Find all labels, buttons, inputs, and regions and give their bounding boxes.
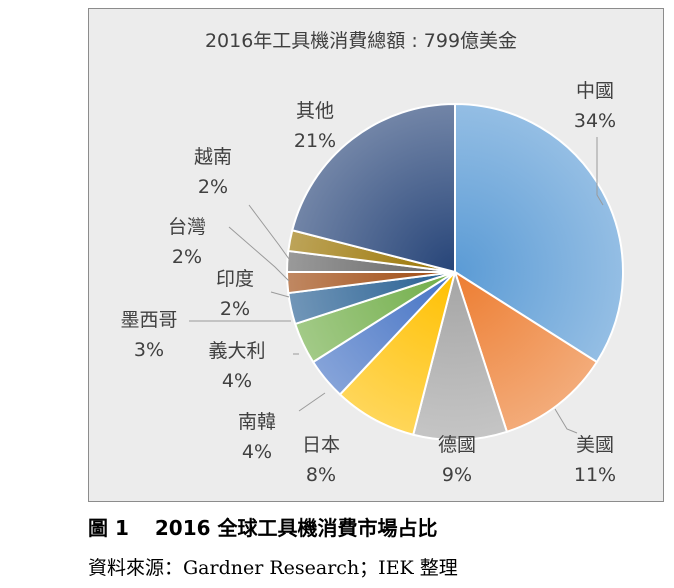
slice-value-taiwan: 2% xyxy=(172,246,202,268)
source-note: 資料來源：Gardner Research；IEK 整理 xyxy=(88,557,458,579)
slice-label-japan: 日本 xyxy=(302,434,340,456)
leader-line-china xyxy=(596,137,604,206)
pie-slice-usa xyxy=(453,269,599,434)
slice-value-germany: 9% xyxy=(442,464,472,486)
figure-number: 圖 1 xyxy=(88,516,129,540)
slice-value-india: 2% xyxy=(220,298,250,320)
figure-caption-text: 2016 全球工具機消費市場占比 xyxy=(154,516,438,540)
chart-area: 2016年工具機消費總額 : 799億美金 中國 34% 美國 11% 德國 9% 日本 8%… xyxy=(88,8,664,502)
leader-line-usa xyxy=(554,408,578,434)
slice-value-japan: 8% xyxy=(306,464,336,486)
slice-label-south-korea: 南韓 xyxy=(238,411,276,433)
pie-slice-germany xyxy=(412,268,509,441)
pie-slice-other xyxy=(291,102,456,274)
slice-label-china: 中國 xyxy=(576,80,614,102)
slice-label-mexico: 墨西哥 xyxy=(120,309,177,331)
slice-label-other: 其他 xyxy=(296,100,334,122)
slice-label-italy: 義大利 xyxy=(208,340,265,362)
leader-line-south-korea xyxy=(298,392,326,412)
leader-line-vietnam xyxy=(248,204,290,260)
slice-value-vietnam: 2% xyxy=(198,176,228,198)
slice-value-china: 34% xyxy=(574,110,616,132)
figure-caption: 圖 1 2016 全球工具機消費市場占比 xyxy=(88,512,438,541)
slice-label-india: 印度 xyxy=(216,268,254,290)
slice-label-vietnam: 越南 xyxy=(194,146,232,168)
leader-line-taiwan xyxy=(228,226,290,282)
slice-value-usa: 11% xyxy=(574,464,616,486)
slice-value-italy: 4% xyxy=(222,370,252,392)
chart-title: 2016年工具機消費總額 : 799億美金 xyxy=(205,30,517,52)
slice-label-taiwan: 台灣 xyxy=(168,216,206,238)
slice-label-germany: 德國 xyxy=(438,434,476,456)
pie-chart: 2016年工具機消費總額 : 799億美金 中國 34% 美國 11% 德國 9% 日本 8%… xyxy=(120,30,625,486)
slice-value-other: 21% xyxy=(294,130,336,152)
slice-label-usa: 美國 xyxy=(576,434,614,456)
slice-value-mexico: 3% xyxy=(134,339,164,361)
leader-line-india xyxy=(270,291,290,298)
slice-value-south-korea: 4% xyxy=(242,441,272,463)
